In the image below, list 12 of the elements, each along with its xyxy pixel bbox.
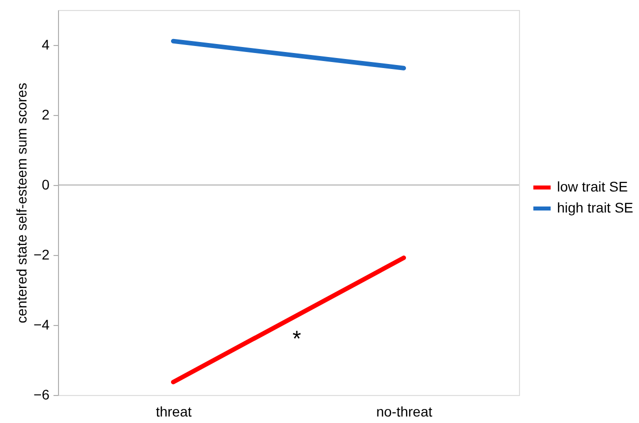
y-tick-label: 0 (42, 176, 50, 192)
x-tick-label: threat (156, 404, 192, 420)
legend-label: low trait SE (557, 178, 628, 194)
x-tick-label: no-threat (376, 404, 432, 420)
y-tick-label: −2 (34, 246, 50, 262)
y-tick-label: 2 (42, 106, 50, 122)
y-tick-label: −6 (34, 386, 50, 402)
legend-label: high trait SE (557, 200, 634, 216)
y-tick-label: −4 (34, 316, 50, 332)
y-axis-title: centered state self-esteem sum scores (14, 82, 30, 324)
y-tick-label: 4 (42, 36, 50, 52)
annotation: * (292, 326, 302, 352)
